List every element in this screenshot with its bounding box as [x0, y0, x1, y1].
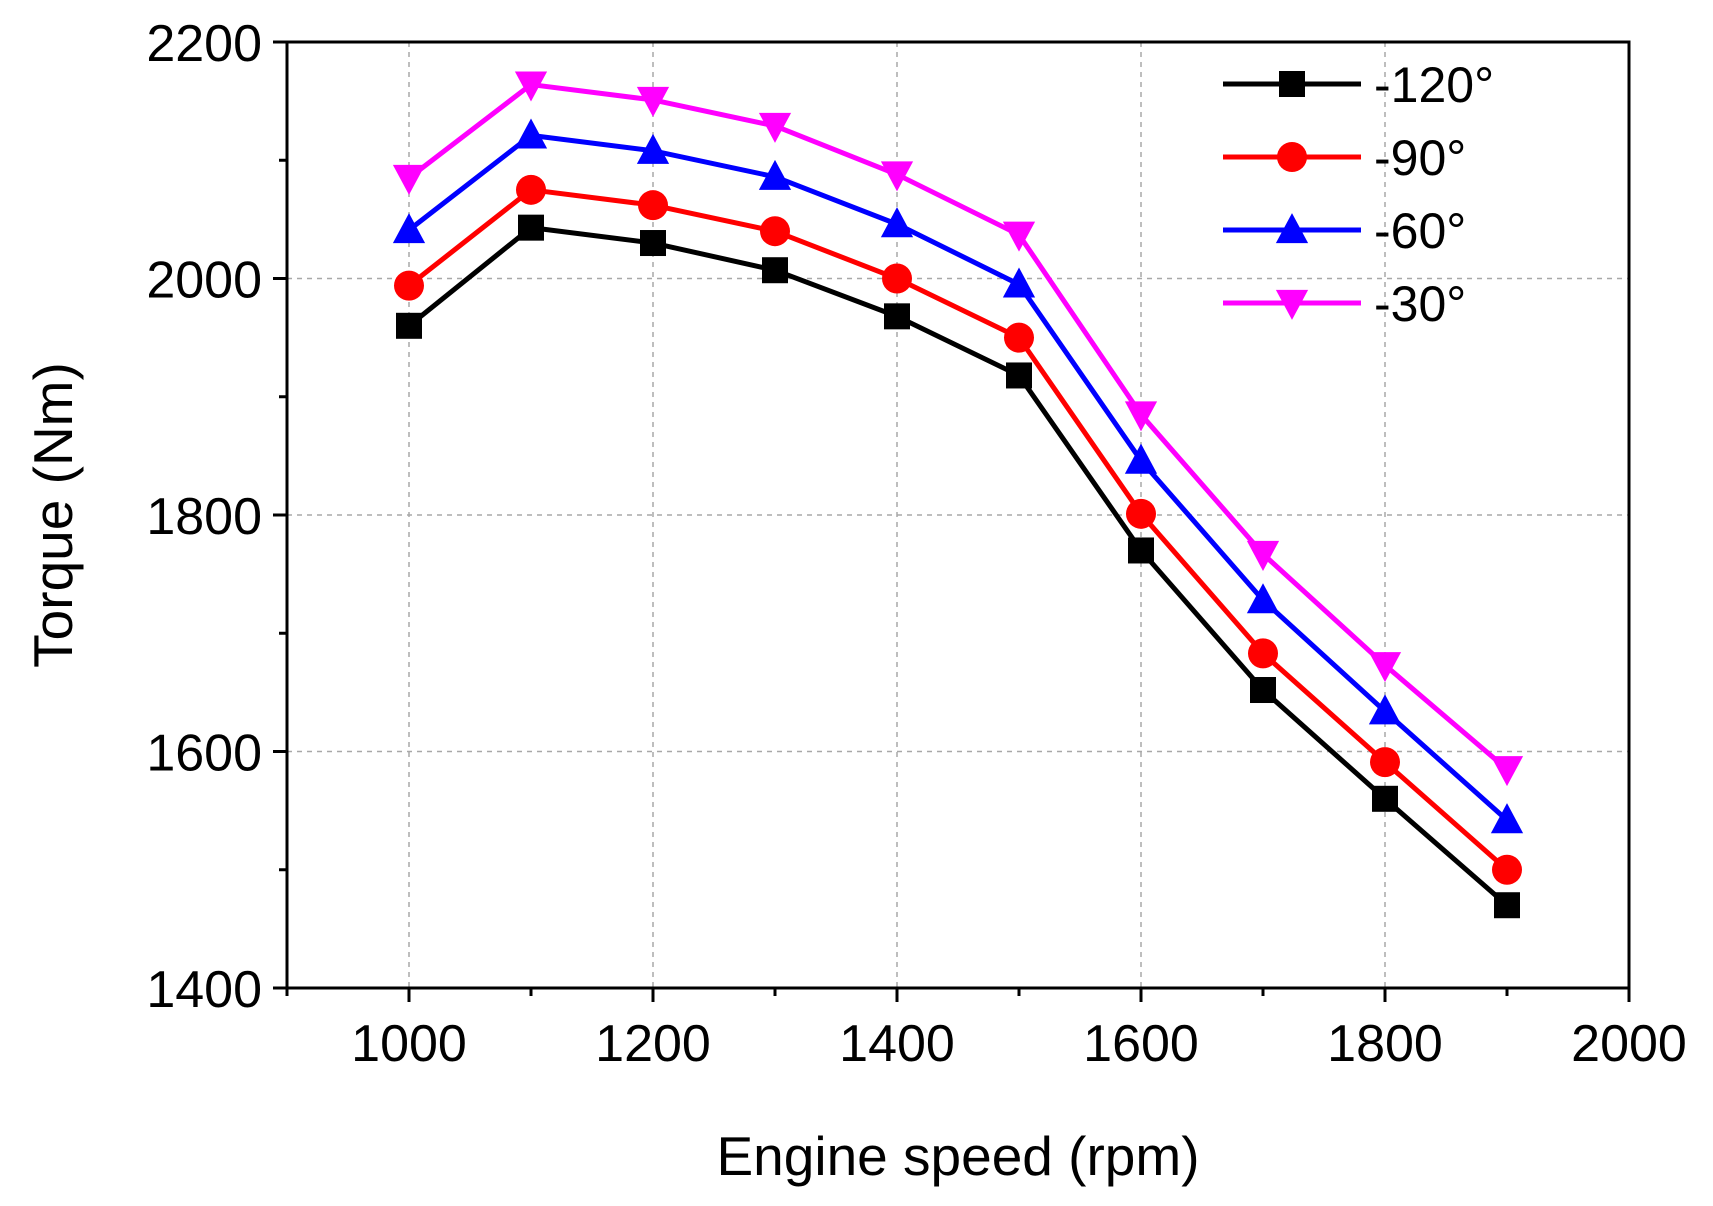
data-point	[880, 207, 914, 238]
data-point	[1370, 747, 1400, 778]
data-point	[1004, 322, 1034, 353]
y-axis-title: Torque (Nm)	[22, 362, 84, 668]
data-point	[514, 118, 548, 149]
data-point	[392, 164, 426, 195]
legend-entry: -60°	[1223, 203, 1466, 259]
data-point	[762, 257, 788, 284]
x-tick-label: 1400	[839, 1015, 955, 1073]
series-line	[407, 82, 1509, 772]
x-tick-label: 1000	[351, 1015, 467, 1073]
data-point	[758, 112, 792, 143]
data-point	[638, 190, 668, 221]
legend-label: -60°	[1374, 203, 1466, 259]
data-point	[1494, 892, 1520, 919]
series-0	[396, 214, 1520, 919]
data-point	[880, 161, 914, 192]
data-point	[1246, 583, 1280, 614]
data-point	[758, 159, 792, 190]
legend-label: -120°	[1374, 57, 1494, 113]
series-line	[407, 225, 1509, 908]
data-point	[1368, 694, 1402, 725]
data-series	[392, 71, 1524, 919]
series-line	[407, 187, 1509, 872]
series-1	[394, 174, 1522, 885]
legend-marker	[1275, 213, 1309, 244]
data-point	[1124, 443, 1158, 474]
legend-entry: -30°	[1223, 276, 1466, 332]
legend-marker	[1275, 289, 1309, 320]
y-tick-label: 1400	[146, 961, 262, 1019]
legend-entry: -90°	[1223, 130, 1466, 186]
data-point	[1490, 756, 1524, 787]
data-point	[1372, 785, 1398, 812]
series-line	[407, 132, 1509, 822]
data-point	[640, 230, 666, 257]
data-point	[518, 214, 544, 241]
series-3	[392, 71, 1524, 787]
legend-marker	[1279, 71, 1305, 97]
data-point	[1246, 540, 1280, 571]
data-point	[394, 270, 424, 301]
data-point	[514, 71, 548, 102]
data-point	[1250, 677, 1276, 704]
x-tick-label: 1200	[595, 1015, 711, 1073]
data-point	[1368, 652, 1402, 683]
data-point	[1124, 401, 1158, 432]
x-tick-label: 2000	[1571, 1015, 1687, 1073]
data-point	[1002, 267, 1036, 298]
data-point	[1006, 362, 1032, 389]
data-point	[1490, 803, 1524, 834]
data-point	[396, 312, 422, 339]
data-point	[882, 263, 912, 294]
legend: -120° -90° -60° -30°	[1223, 57, 1494, 332]
data-point	[1248, 638, 1278, 669]
data-point	[1128, 537, 1154, 564]
legend-entry: -120°	[1223, 57, 1494, 113]
x-axis-title: Engine speed (rpm)	[716, 1125, 1199, 1187]
data-point	[884, 303, 910, 330]
series-2	[392, 118, 1524, 834]
legend-label: -90°	[1374, 130, 1466, 186]
y-tick-label: 2200	[146, 15, 262, 73]
y-tick-label: 2000	[146, 252, 262, 310]
data-point	[1126, 498, 1156, 529]
legend-label: -30°	[1374, 276, 1466, 332]
x-tick-label: 1800	[1327, 1015, 1443, 1073]
data-point	[760, 216, 790, 247]
data-point	[1492, 854, 1522, 885]
data-point	[392, 213, 426, 244]
data-point	[636, 86, 670, 117]
axis-ticks: 1000 1200 1400 1600 1800 2000 1400 1600 1800 2000…	[146, 15, 1687, 1073]
data-point	[1002, 221, 1036, 252]
legend-marker	[1277, 142, 1307, 172]
x-tick-label: 1600	[1083, 1015, 1199, 1073]
data-point	[516, 174, 546, 205]
data-point	[636, 133, 670, 164]
y-tick-label: 1600	[146, 725, 262, 783]
y-tick-label: 1800	[146, 488, 262, 546]
